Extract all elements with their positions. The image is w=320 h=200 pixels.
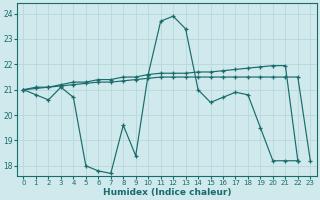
X-axis label: Humidex (Indice chaleur): Humidex (Indice chaleur) <box>103 188 231 197</box>
